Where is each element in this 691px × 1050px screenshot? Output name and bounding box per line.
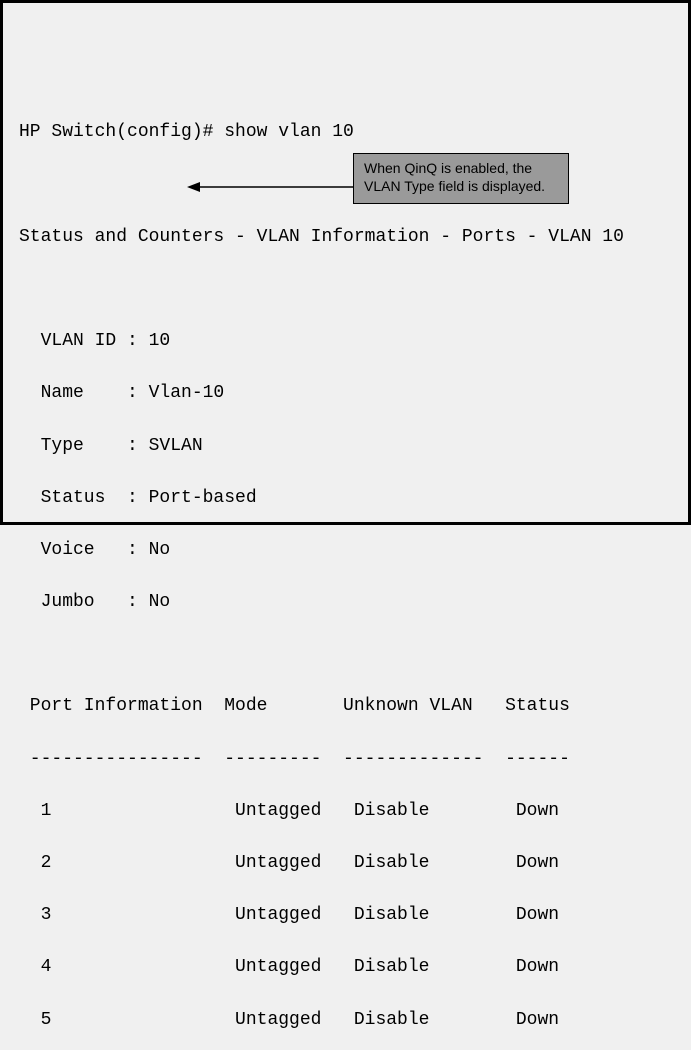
blank-line [19, 276, 672, 302]
cli-command: show vlan 10 [224, 122, 354, 142]
cli-prompt: HP Switch(config)# [19, 122, 224, 142]
blank-line [19, 172, 672, 198]
cli-line: HP Switch(config)# show vlan 10 [19, 119, 672, 145]
table-row: 5 Untagged Disable Down [19, 1007, 672, 1033]
table-row: 3 Untagged Disable Down [19, 902, 672, 928]
field-value: SVLAN [149, 436, 203, 456]
callout-text: When QinQ is enabled, the VLAN Type fiel… [364, 160, 545, 194]
field-name: Name : Vlan-10 [19, 380, 672, 406]
blank-line [19, 641, 672, 667]
table-row: 2 Untagged Disable Down [19, 850, 672, 876]
field-label: Jumbo : [19, 592, 149, 612]
field-value: No [149, 592, 171, 612]
field-label: Voice : [19, 540, 149, 560]
field-value: 10 [149, 331, 171, 351]
table-row: 1 Untagged Disable Down [19, 798, 672, 824]
field-value: No [149, 540, 171, 560]
field-jumbo: Jumbo : No [19, 589, 672, 615]
field-label: Status : [19, 488, 149, 508]
field-voice: Voice : No [19, 537, 672, 563]
section-header: Status and Counters - VLAN Information -… [19, 224, 672, 250]
table-header: Port Information Mode Unknown VLAN Statu… [19, 693, 672, 719]
field-vlan-id: VLAN ID : 10 [19, 328, 672, 354]
field-status: Status : Port-based [19, 485, 672, 511]
field-type: Type : SVLAN [19, 433, 672, 459]
table-divider: ---------------- --------- -------------… [19, 746, 672, 772]
field-label: Name : [19, 383, 149, 403]
field-value: Port-based [149, 488, 257, 508]
field-label: VLAN ID : [19, 331, 149, 351]
table-row: 4 Untagged Disable Down [19, 954, 672, 980]
callout-box: When QinQ is enabled, the VLAN Type fiel… [353, 153, 569, 204]
field-label: Type : [19, 436, 149, 456]
field-value: Vlan-10 [149, 383, 225, 403]
